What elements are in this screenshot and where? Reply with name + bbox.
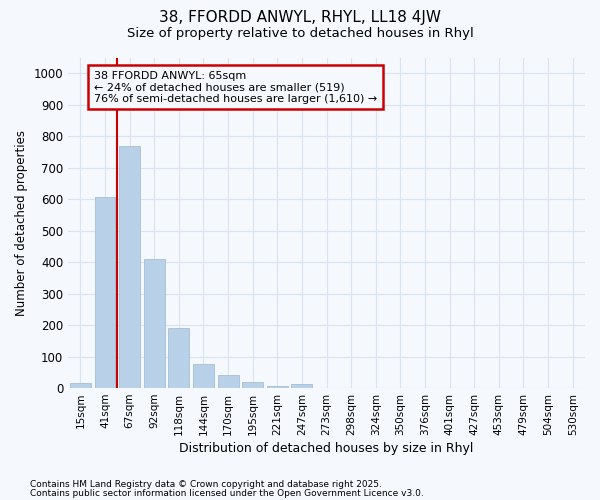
Bar (144, 259, 164, 388)
Bar (119, 146, 140, 388)
Bar (169, 328, 189, 388)
Bar (242, 382, 263, 388)
Bar (95, 196, 115, 388)
Bar (70, 384, 91, 388)
Y-axis label: Number of detached properties: Number of detached properties (15, 130, 28, 316)
Text: Size of property relative to detached houses in Rhyl: Size of property relative to detached ho… (127, 28, 473, 40)
Text: Contains HM Land Registry data © Crown copyright and database right 2025.: Contains HM Land Registry data © Crown c… (30, 480, 382, 489)
Bar (193, 364, 214, 388)
Text: Contains public sector information licensed under the Open Government Licence v3: Contains public sector information licen… (30, 488, 424, 498)
Text: 38, FFORDD ANWYL, RHYL, LL18 4JW: 38, FFORDD ANWYL, RHYL, LL18 4JW (159, 10, 441, 25)
Text: 38 FFORDD ANWYL: 65sqm
← 24% of detached houses are smaller (519)
76% of semi-de: 38 FFORDD ANWYL: 65sqm ← 24% of detached… (94, 70, 377, 104)
Bar (218, 376, 239, 388)
X-axis label: Distribution of detached houses by size in Rhyl: Distribution of detached houses by size … (179, 442, 474, 455)
Bar (292, 384, 313, 388)
Bar (267, 386, 288, 388)
